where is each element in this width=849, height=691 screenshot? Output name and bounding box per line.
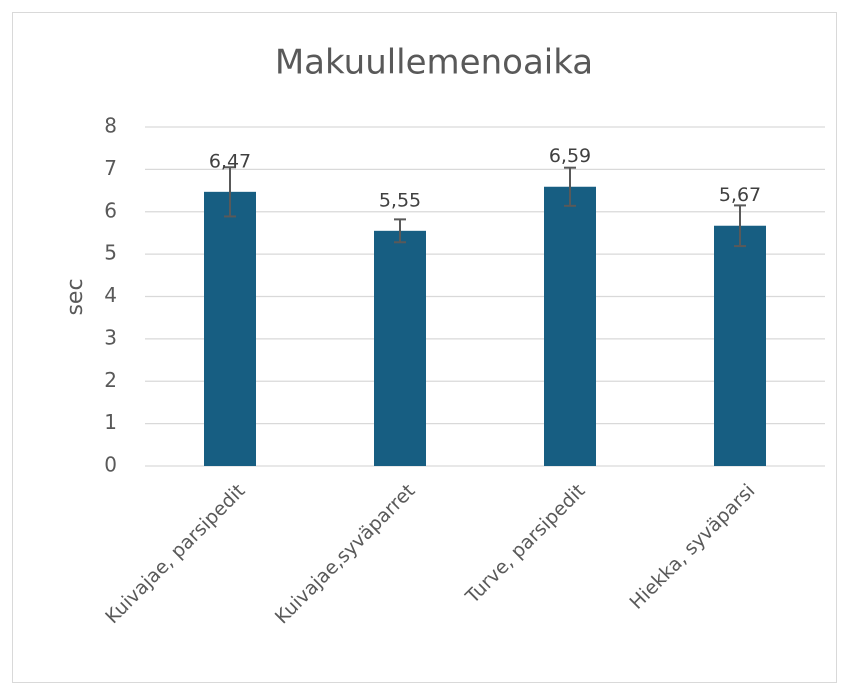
y-tick-label: 8 [104,114,117,138]
y-tick-label: 4 [104,283,117,307]
error-bar [224,166,236,218]
error-bar [564,166,576,207]
bar [374,230,426,466]
y-tick-label: 2 [104,368,117,392]
y-tick-label: 1 [104,410,117,434]
y-tick-label: 5 [104,241,117,265]
error-bar [394,218,406,244]
y-tick-label: 0 [104,453,117,477]
bar [714,225,766,466]
y-axis-label: sec [63,278,88,315]
y-tick-label: 3 [104,325,117,349]
error-bar [734,204,746,248]
bar [204,191,256,467]
value-label: 6,59 [549,145,591,167]
value-label: 5,67 [719,184,761,206]
value-label: 6,47 [209,150,251,172]
y-tick-label: 7 [104,156,117,180]
value-label: 5,55 [379,189,421,211]
bar [544,186,596,466]
y-tick-label: 6 [104,198,117,222]
chart-title: Makuullemenoaika [275,43,593,83]
